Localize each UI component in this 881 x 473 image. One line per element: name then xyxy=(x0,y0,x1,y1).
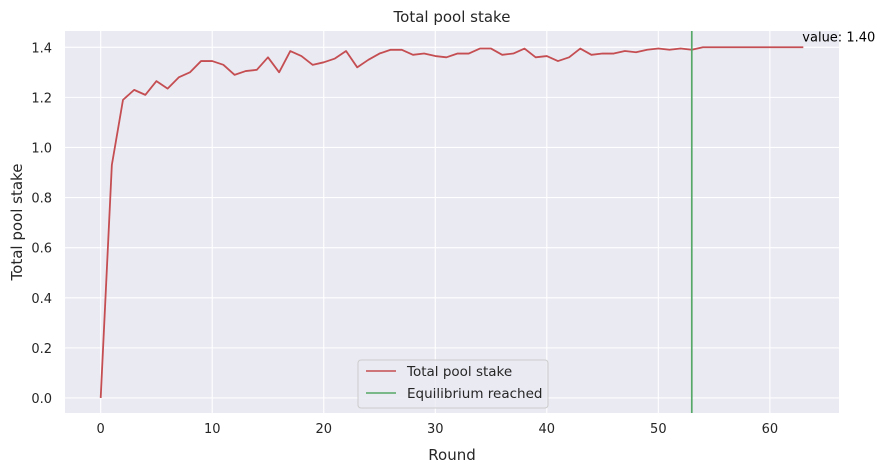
y-tick-label: 0.8 xyxy=(31,192,52,207)
x-tick-label: 50 xyxy=(650,422,667,437)
series-layer xyxy=(99,31,804,413)
y-tick-label: 1.4 xyxy=(31,41,52,56)
legend-label-equilibrium-reached: Equilibrium reached xyxy=(407,386,542,402)
y-gridlines xyxy=(65,46,839,399)
x-tick-label: 10 xyxy=(204,422,221,437)
x-axis-label: Round xyxy=(428,446,475,464)
x-tick-label: 60 xyxy=(762,422,779,437)
y-tick-label: 0.0 xyxy=(31,392,52,407)
y-tick-label: 1.2 xyxy=(31,91,52,106)
y-tick-label: 0.4 xyxy=(31,292,52,307)
x-tick-label: 20 xyxy=(315,422,332,437)
legend: Total pool stake Equilibrium reached xyxy=(357,359,549,409)
y-tick-label: 1.0 xyxy=(31,141,52,156)
legend-box xyxy=(357,359,549,409)
x-tick-labels: 0 10 20 30 40 50 60 xyxy=(97,422,779,437)
legend-label-total-pool-stake: Total pool stake xyxy=(406,364,512,380)
y-tick-label: 0.6 xyxy=(31,242,52,257)
x-gridlines xyxy=(100,31,771,413)
series-total-pool-stake xyxy=(99,46,804,399)
value-annotation: value: 1.40 xyxy=(802,30,875,45)
x-tick-label: 40 xyxy=(539,422,556,437)
x-tick-label: 0 xyxy=(97,422,105,437)
chart-title: Total pool stake xyxy=(393,8,511,26)
y-tick-label: 0.2 xyxy=(31,342,52,357)
y-tick-labels: 0.0 0.2 0.4 0.6 0.8 1.0 1.2 1.4 xyxy=(31,41,52,407)
x-tick-label: 30 xyxy=(427,422,444,437)
y-axis-label: Total pool stake xyxy=(8,164,26,282)
plot-area xyxy=(65,31,839,413)
